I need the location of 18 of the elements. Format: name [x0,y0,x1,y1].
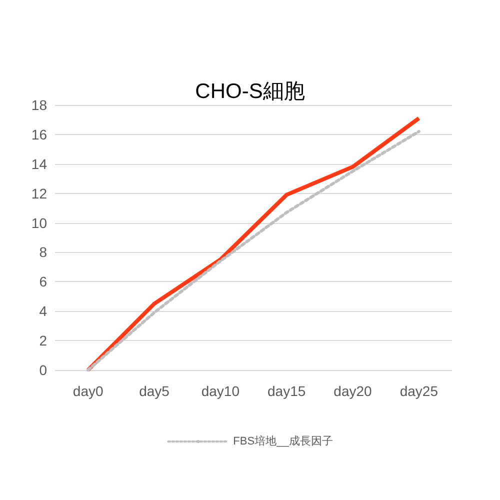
y-tick-label: 14 [31,156,48,172]
chart-title: CHO-S細胞 [195,80,305,103]
y-tick-label: 2 [39,332,48,349]
y-tick-label: 10 [31,214,48,231]
text: FBS培地__成長因子 [233,434,333,448]
x-tick-label: day20 [334,383,372,399]
y-tick-label: 18 [31,97,48,113]
y-tick-label: 8 [39,244,48,260]
x-tick-label: day10 [201,383,240,399]
y-tick-label: 12 [31,185,48,202]
y-tick-label: 0 [39,362,48,378]
y-tick-label: 16 [31,126,48,142]
x-tick-label: day5 [139,383,170,399]
y-tick-label: 6 [39,274,48,290]
y-tick-label: 4 [39,303,48,320]
x-tick-label: day25 [400,383,438,399]
x-tick-label: day15 [268,383,306,399]
x-tick-label: day0 [72,383,104,399]
